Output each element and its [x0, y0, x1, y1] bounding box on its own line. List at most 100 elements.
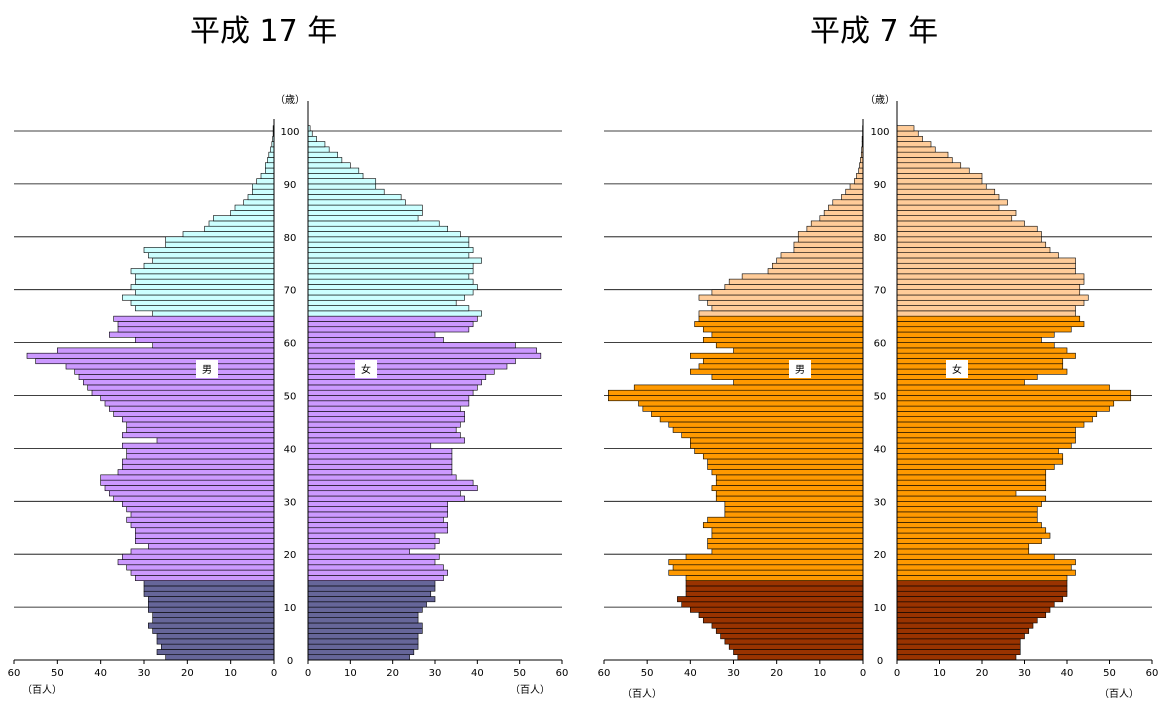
bar-male [690, 352, 864, 359]
bar-female [307, 538, 440, 544]
bar-female [896, 125, 915, 132]
bar-female [896, 596, 1064, 603]
bar-male [126, 564, 275, 571]
bar-male [122, 463, 275, 470]
bar-female [307, 220, 440, 227]
bar-male [858, 167, 864, 174]
bar-male [156, 633, 275, 640]
bar-male [265, 162, 275, 169]
bar-male [690, 442, 864, 449]
x-tick-label-female: 40 [1061, 668, 1074, 679]
bar-male [832, 199, 864, 206]
bar-female [307, 384, 478, 391]
bar-female [307, 358, 516, 365]
bar-male [698, 612, 864, 618]
bar-male [260, 173, 275, 179]
bar-female [307, 649, 415, 656]
value-unit-label-right: （百人） [510, 684, 550, 696]
bar-female [896, 511, 1038, 518]
bar-female [307, 585, 436, 592]
bar-female [307, 231, 461, 238]
x-tick-label-female: 50 [1103, 668, 1116, 679]
bar-male [681, 432, 864, 439]
x-tick-label-female: 0 [305, 668, 311, 679]
bar-female [896, 500, 1042, 507]
bar-female [307, 638, 419, 645]
bar-male [728, 643, 864, 650]
bar-male [707, 538, 864, 544]
bar-female [307, 389, 474, 396]
bar-female [896, 210, 1017, 216]
bar-male [715, 342, 864, 349]
bar-female [307, 421, 461, 428]
bar-female [307, 622, 423, 629]
bar-male [252, 183, 275, 190]
bar-female [896, 215, 1013, 222]
bar-male [724, 638, 864, 645]
bar-female [896, 130, 919, 137]
bar-female [896, 337, 1042, 343]
bar-female [307, 305, 470, 312]
bar-male [247, 194, 275, 201]
bar-male [823, 210, 864, 216]
bar-male [711, 289, 864, 296]
bar-male [711, 527, 864, 534]
bar-male [698, 294, 864, 301]
bar-female [896, 342, 1055, 349]
bar-female [896, 379, 1025, 386]
bar-male [148, 601, 275, 608]
bar-female [896, 167, 970, 174]
x-tick-label-female: 40 [471, 668, 484, 679]
bar-male [122, 553, 275, 560]
bar-female [307, 527, 448, 534]
bar-male [711, 622, 864, 629]
bar-male [152, 310, 275, 317]
bar-male [148, 606, 275, 613]
bar-female [896, 421, 1085, 428]
bar-male [117, 469, 275, 476]
bar-female [896, 564, 1072, 571]
bar-female [896, 485, 1047, 492]
bar-male [135, 538, 275, 544]
age-unit-label: （歳） [275, 94, 305, 106]
bar-male [100, 395, 275, 402]
bar-male [100, 474, 275, 481]
bar-male [182, 231, 275, 238]
bar-male [113, 315, 275, 322]
bar-male [148, 252, 275, 259]
age-tick-label: 20 [284, 550, 297, 561]
bar-female [307, 188, 385, 195]
bar-female [896, 606, 1051, 613]
bar-female [896, 284, 1081, 291]
sex-label-box-female [355, 360, 377, 378]
bar-male [711, 305, 864, 312]
bar-female [896, 204, 1000, 211]
chart-title-right: 平成 7 年 [810, 14, 939, 49]
bar-female [307, 268, 474, 275]
bar-female [896, 516, 1038, 523]
bar-female [896, 395, 1132, 402]
bar-female [307, 575, 444, 581]
bar-female [307, 400, 470, 407]
bar-male [668, 569, 864, 576]
bar-female [307, 141, 326, 148]
value-unit-label-right: （百人） [1099, 688, 1139, 700]
x-tick-label-male: 40 [94, 668, 107, 679]
bar-male [797, 236, 864, 243]
bar-female [307, 337, 444, 343]
bar-female [307, 500, 448, 507]
bar-male [856, 173, 864, 179]
bar-male [698, 310, 864, 317]
bar-female [307, 215, 419, 222]
bar-male [668, 421, 864, 428]
bar-female [896, 273, 1085, 280]
bar-female [896, 146, 936, 153]
bar-female [307, 474, 457, 481]
bar-male [810, 220, 864, 227]
bar-female [896, 326, 1072, 333]
bar-female [307, 278, 474, 285]
sex-label-female: 女 [952, 363, 962, 376]
bar-female [896, 627, 1030, 634]
bar-female [307, 411, 465, 417]
